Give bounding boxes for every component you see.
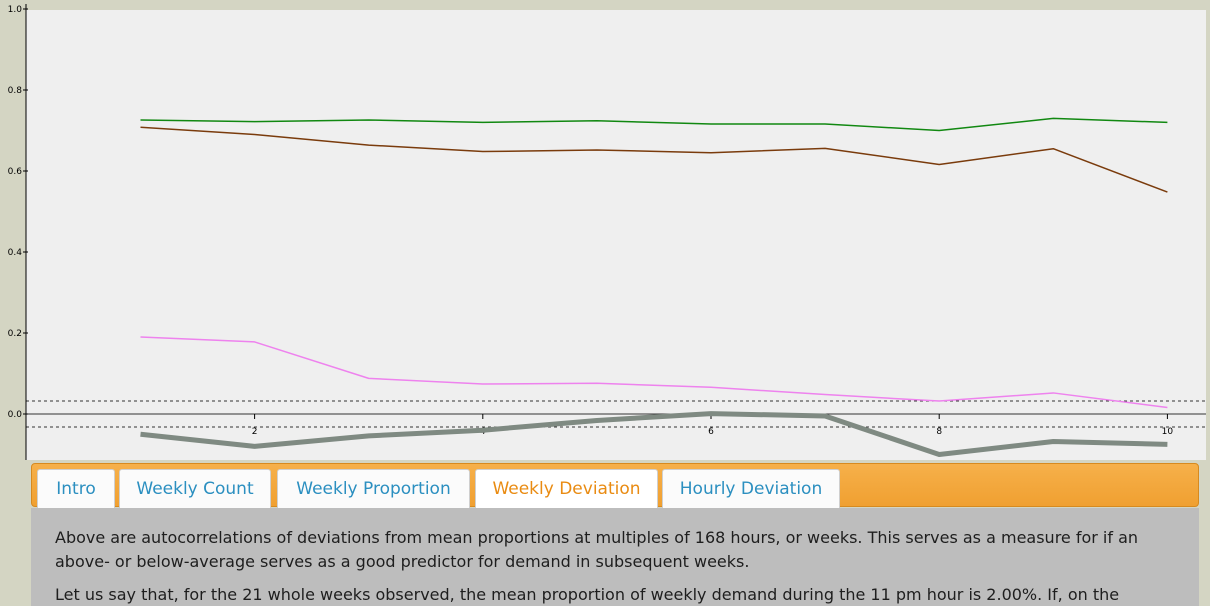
tab-intro[interactable]: Intro bbox=[37, 469, 115, 508]
tab-intro-label: Intro bbox=[56, 479, 96, 499]
series-line-3 bbox=[140, 336, 1168, 409]
x-tick-label: 2 bbox=[252, 427, 258, 437]
x-tick-label: 8 bbox=[936, 427, 942, 437]
content-paragraph-1: Above are autocorrelations of deviations… bbox=[55, 528, 1139, 571]
plot-background bbox=[26, 10, 1206, 460]
y-tick-label: 1.0 bbox=[8, 5, 23, 15]
series-line-2 bbox=[140, 126, 1168, 193]
tab-weekly-proportion[interactable]: Weekly Proportion bbox=[277, 469, 470, 508]
series-line-4 bbox=[140, 411, 1168, 457]
tab-bar: Intro Weekly Count Weekly Proportion Wee… bbox=[31, 463, 1199, 508]
tab-weekly-proportion-label: Weekly Proportion bbox=[296, 479, 451, 499]
tab-weekly-count[interactable]: Weekly Count bbox=[119, 469, 271, 508]
tab-weekly-deviation[interactable]: Weekly Deviation bbox=[475, 469, 658, 508]
y-tick-label: 0.6 bbox=[8, 167, 23, 177]
series-line-1 bbox=[140, 117, 1168, 132]
y-tick-label: 0.8 bbox=[8, 86, 23, 96]
autocorrelation-chart: 0.0 0.2 0.4 0.6 0.8 1.0 2 4 6 8 10 bbox=[8, 4, 1206, 460]
x-tick-label: 10 bbox=[1162, 427, 1174, 437]
y-tick-label: 0.0 bbox=[8, 410, 23, 420]
content-paragraph-2: Let us say that, for the 21 whole weeks … bbox=[55, 585, 1120, 604]
tab-weekly-deviation-label: Weekly Deviation bbox=[492, 479, 641, 499]
content-panel: Above are autocorrelations of deviations… bbox=[31, 508, 1199, 606]
tab-hourly-deviation-label: Hourly Deviation bbox=[679, 479, 823, 499]
tab-weekly-count-label: Weekly Count bbox=[136, 479, 254, 499]
y-tick-label: 0.4 bbox=[8, 248, 23, 258]
tab-hourly-deviation[interactable]: Hourly Deviation bbox=[662, 469, 840, 508]
chart-svg: 0.00.20.40.60.81.02 4 6 8 10 bbox=[8, 4, 1206, 460]
y-tick-label: 0.2 bbox=[8, 329, 22, 339]
x-tick-label: 6 bbox=[708, 427, 714, 437]
